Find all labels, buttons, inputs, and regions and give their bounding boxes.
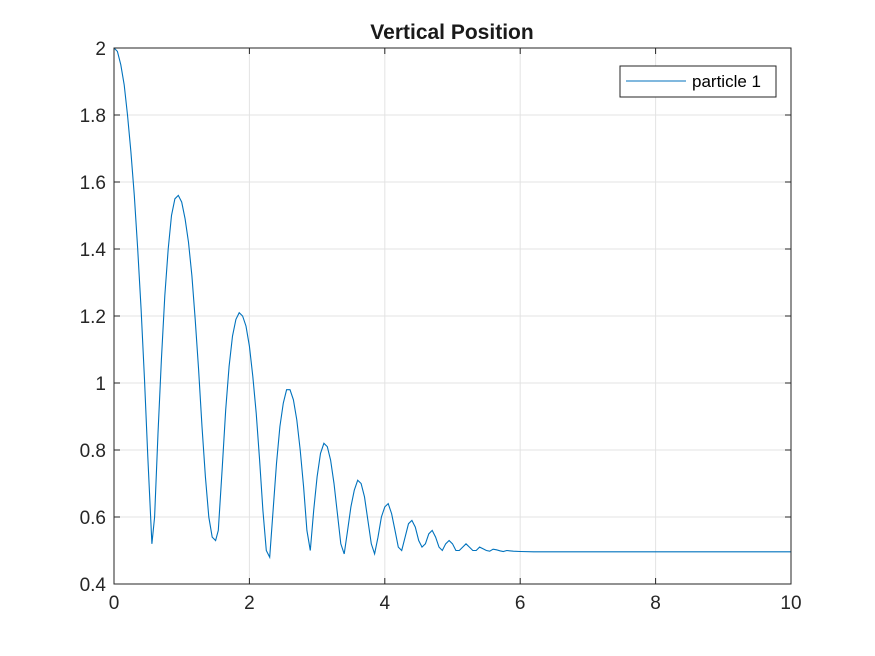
- y-tick-label: 1.2: [80, 307, 106, 328]
- x-tick-label: 6: [515, 593, 526, 614]
- x-tick-label: 4: [380, 593, 391, 614]
- series-line-particle-1: [113, 47, 791, 560]
- y-tick-label: 0.4: [80, 575, 107, 596]
- x-tick-label: 0: [109, 593, 120, 614]
- y-tick-label: 1.8: [80, 106, 106, 127]
- y-tick-label: 1.4: [80, 240, 107, 261]
- axis-ticks: [113, 47, 792, 585]
- legend: particle 1: [619, 65, 777, 98]
- x-tick-label: 10: [780, 593, 801, 614]
- legend-label: particle 1: [692, 72, 761, 91]
- y-tick-label: 2: [95, 39, 106, 60]
- y-tick-label: 0.8: [80, 441, 106, 462]
- y-tick-label: 1.6: [80, 173, 106, 194]
- x-tick-label: 8: [650, 593, 661, 614]
- y-tick-label: 1: [95, 374, 106, 395]
- y-tick-labels: 0.4 0.6 0.8 1 1.2 1.4 1.6 1.8 2: [80, 39, 107, 596]
- chart-title: Vertical Position: [370, 21, 533, 44]
- x-tick-label: 2: [244, 593, 255, 614]
- x-tick-labels: 0 2 4 6 8 10: [109, 593, 802, 614]
- y-tick-label: 0.6: [80, 508, 106, 529]
